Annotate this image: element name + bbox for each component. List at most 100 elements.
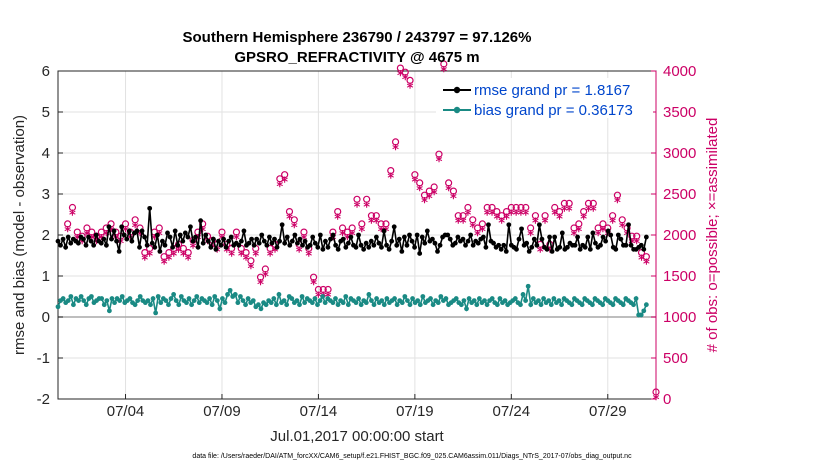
bias-point [83,302,89,308]
obs-assimilated-marker: * [315,291,322,306]
rmse-point [218,242,224,248]
rmse-point [356,232,361,238]
rmse-point [491,240,496,246]
obs-possible-marker [628,232,636,240]
obs-assimilated-marker: * [479,225,486,240]
chart-subtitle: GPSRO_REFRACTIVITY @ 4675 m [234,49,479,66]
bias-point [340,300,346,306]
rmse-point [124,236,130,242]
rmse-point [496,242,502,248]
bias-point [541,296,546,301]
y2-tick-label: 500 [663,350,688,367]
bias-point [312,296,318,301]
bias-point [276,292,282,297]
rmse-point [126,228,132,234]
rmse-point [437,242,443,248]
rmse-point [353,244,359,250]
rmse-line [57,208,648,254]
bias-point [55,304,61,310]
obs-assimilated-marker: * [431,188,438,203]
rmse-point [414,232,420,238]
rmse-point [154,232,160,238]
obs-possible-marker [425,187,433,195]
obs-assimilated-marker: * [619,221,626,236]
bias-point [392,296,397,301]
rmse-point [430,236,435,242]
rmse-point [404,242,410,248]
obs-assimilated-marker: * [267,250,274,265]
rmse-point [282,240,288,246]
obs-possible-marker [83,224,91,232]
bias-point [209,302,215,308]
rmse-point [373,234,379,240]
bias-point [466,296,472,301]
rmse-point [468,232,474,238]
rmse-point [106,224,112,230]
rmse-point [83,242,89,248]
bias-point [186,296,192,301]
rmse-point [274,244,280,250]
bias-point [551,296,557,301]
rmse-point [182,230,188,236]
obs-assimilated-marker: * [407,81,414,96]
rmse-point [228,234,234,240]
obs-assimilated-marker: * [551,209,558,224]
obs-assimilated-marker: * [204,237,211,252]
rmse-point [534,242,540,248]
obs-possible-marker [314,285,323,294]
rmse-point [261,238,267,244]
bias-point [536,298,541,303]
obs-possible-marker [73,228,81,236]
rmse-point [279,222,285,228]
rmse-point [361,246,367,252]
rmse-point [208,244,214,250]
bias-point [250,298,256,303]
obs-assimilated-marker: * [252,250,259,265]
rmse-point [300,242,305,248]
bias-point [523,298,529,303]
rmse-point [455,234,461,240]
rmse-point [330,232,336,238]
obs-possible-marker [194,228,202,236]
rmse-point [210,236,216,242]
rmse-point [152,244,158,250]
obs-assimilated-marker: * [460,217,467,232]
obs-assimilated-marker: * [190,241,197,256]
rmse-point [249,236,254,242]
rmse-point [188,224,193,230]
rmse-point [539,236,545,242]
y-tick-label: 1 [42,268,50,285]
rmse-point [315,244,321,250]
rmse-point [264,242,270,248]
rmse-point [114,238,119,244]
bias-point [369,298,374,303]
rmse-point [55,238,61,244]
legend-rmse-label: rmse grand pr = 1.8167 [474,82,630,99]
rmse-point [526,249,532,254]
obs-possible-marker [353,195,361,203]
rmse-point [575,234,580,240]
obs-assimilated-marker: * [633,237,640,252]
y2-tick-label: 3500 [663,104,696,121]
obs-assimilated-marker: * [397,69,404,84]
rmse-point [401,234,407,240]
obs-assimilated-marker: * [527,229,534,244]
obs-possible-marker [276,175,284,183]
obs-assimilated-marker: * [455,217,462,232]
rmse-point [63,244,69,250]
x-tick-label: 07/19 [396,403,434,420]
rmse-point [103,242,109,248]
rmse-point [165,230,170,236]
rmse-point [137,244,142,250]
rmse-point [292,232,298,238]
obs-assimilated-marker: * [146,250,153,265]
obs-possible-marker [377,220,385,228]
obs-assimilated-marker: * [262,270,269,285]
rmse-point [119,224,125,230]
obs-possible-marker [256,273,265,281]
bias-point [430,302,436,308]
rmse-point [514,246,519,252]
rmse-point [180,238,186,244]
bias-point [117,298,123,303]
obs-assimilated-marker: * [108,225,115,240]
